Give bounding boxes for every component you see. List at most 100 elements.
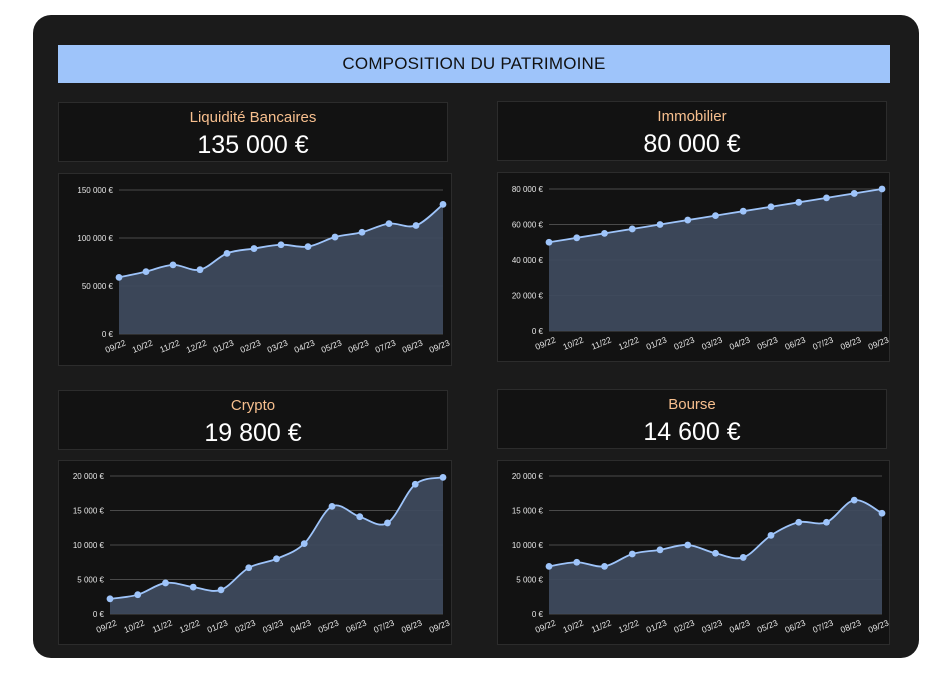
x-tick-label: 07/23: [811, 334, 835, 351]
kpi-label: Crypto: [230, 397, 276, 414]
data-point: [331, 233, 339, 241]
data-point: [411, 480, 419, 488]
data-point: [196, 266, 204, 274]
x-tick-label: 10/22: [122, 617, 146, 634]
chart-crypto: 0 €5 000 €10 000 €15 000 €20 000 €09/22 1…: [58, 460, 452, 645]
data-point: [328, 502, 336, 510]
y-tick-label: 10 000 €: [512, 541, 544, 550]
x-tick-label: 11/22: [158, 337, 181, 354]
data-point: [223, 249, 231, 257]
page-title: COMPOSITION DU PATRIMOINE: [58, 45, 890, 83]
x-tick-label: 02/23: [672, 334, 696, 351]
x-tick-label: 05/23: [756, 617, 780, 634]
chart-immobilier: 0 € 20 000 € 40 000 € 60 000 € 80 000 € 09/22…: [497, 172, 890, 362]
data-point: [767, 203, 775, 211]
y-tick-label: 80 000 €: [512, 185, 544, 194]
chart-svg: 0 €5 000 €10 000 €15 000 €20 000 €09/22 1…: [512, 472, 891, 635]
x-tick-label: 10/22: [561, 617, 585, 634]
x-tick-label: 02/23: [672, 617, 696, 634]
x-tick-label: 06/23: [783, 617, 807, 634]
kpi-label: Bourse: [668, 396, 716, 413]
x-tick-label: 09/22: [95, 617, 119, 634]
x-tick-label: 07/23: [374, 337, 398, 354]
data-point: [162, 579, 169, 587]
x-tick-label: 09/23: [867, 334, 891, 351]
y-tick-label: 5 000 €: [77, 576, 104, 585]
data-point: [304, 243, 312, 251]
series-area: [549, 189, 882, 331]
x-tick-label: 06/23: [347, 337, 371, 354]
data-point: [169, 261, 177, 269]
data-point: [712, 549, 719, 557]
y-tick-label: 20 000 €: [512, 292, 544, 301]
x-tick-label: 02/23: [239, 337, 263, 354]
x-tick-label: 01/23: [645, 617, 669, 634]
kpi-card-liquidite: Liquidité Bancaires 135 000 €: [58, 102, 448, 162]
kpi-value: 80 000 €: [643, 130, 741, 158]
x-tick-label: 09/23: [428, 617, 452, 634]
series-area: [119, 204, 443, 334]
data-point: [795, 518, 803, 526]
kpi-card-crypto: Crypto 19 800 €: [58, 390, 448, 450]
data-point: [356, 513, 364, 521]
data-point: [739, 207, 747, 215]
x-tick-label: 07/23: [372, 617, 396, 634]
x-tick-label: 09/23: [867, 617, 891, 634]
x-tick-label: 10/22: [131, 337, 155, 354]
data-point: [601, 229, 608, 237]
data-point: [545, 238, 553, 246]
data-point: [601, 562, 608, 570]
x-tick-label: 08/23: [839, 617, 863, 634]
y-tick-label: 15 000 €: [73, 507, 105, 516]
y-tick-label: 150 000 €: [77, 186, 113, 195]
y-tick-label: 0 €: [93, 610, 105, 619]
x-tick-label: 08/23: [401, 337, 425, 354]
x-tick-label: 12/22: [178, 617, 202, 634]
x-tick-label: 06/23: [344, 617, 368, 634]
y-tick-label: 20 000 €: [512, 472, 544, 481]
data-point: [878, 185, 886, 193]
x-tick-label: 12/22: [617, 334, 641, 351]
data-point: [628, 225, 636, 233]
x-tick-label: 01/23: [212, 337, 236, 354]
data-point: [656, 546, 664, 554]
data-point: [823, 518, 830, 526]
data-point: [850, 190, 858, 197]
x-tick-label: 08/23: [839, 334, 863, 351]
x-tick-label: 12/22: [185, 337, 209, 354]
x-tick-label: 08/23: [400, 617, 424, 634]
data-point: [823, 194, 830, 202]
x-tick-label: 05/23: [317, 617, 341, 634]
data-point: [142, 268, 150, 275]
data-point: [115, 273, 123, 281]
series-area: [549, 500, 882, 614]
data-point: [439, 473, 447, 481]
x-tick-label: 03/23: [266, 337, 290, 354]
data-point: [656, 221, 664, 228]
data-point: [712, 212, 719, 220]
data-point: [189, 583, 197, 591]
y-tick-label: 20 000 €: [73, 472, 105, 481]
x-tick-label: 06/23: [783, 334, 807, 351]
x-tick-label: 10/22: [561, 334, 585, 351]
y-tick-label: 0 €: [532, 327, 544, 336]
data-point: [412, 222, 420, 229]
x-tick-label: 11/22: [590, 334, 613, 351]
kpi-card-immobilier: Immobilier 80 000 €: [497, 101, 887, 161]
kpi-value: 14 600 €: [643, 418, 741, 446]
chart-bourse: 0 €5 000 €10 000 €15 000 €20 000 €09/22 1…: [497, 460, 890, 645]
x-tick-label: 03/23: [700, 617, 724, 634]
y-tick-label: 50 000 €: [82, 282, 114, 291]
data-point: [573, 558, 581, 566]
kpi-value: 135 000 €: [197, 131, 309, 159]
data-point: [106, 595, 114, 603]
x-tick-label: 01/23: [645, 334, 669, 351]
x-tick-label: 02/23: [233, 617, 257, 634]
data-point: [684, 216, 692, 224]
kpi-card-bourse: Bourse 14 600 €: [497, 389, 887, 449]
x-tick-label: 04/23: [728, 617, 752, 634]
y-tick-label: 15 000 €: [512, 507, 544, 516]
data-point: [684, 541, 692, 549]
series-area: [110, 477, 443, 614]
data-point: [384, 519, 391, 527]
